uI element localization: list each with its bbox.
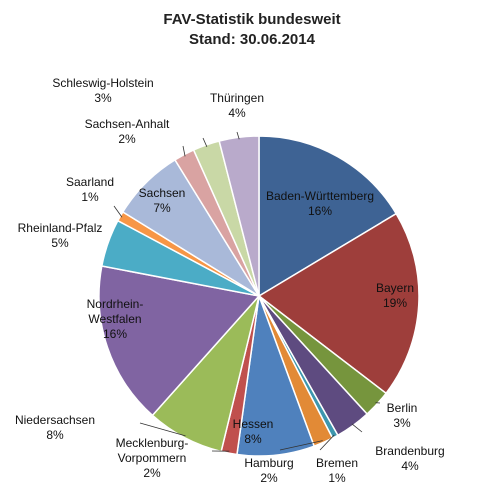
slice-label-bremen: Bremen 1%	[316, 456, 358, 485]
slice-label-hamburg: Hamburg 2%	[244, 456, 293, 485]
slice-label-rheinland-pfalz: Rheinland-Pfalz 5%	[18, 221, 103, 250]
leader-line-brandenburg	[352, 424, 362, 432]
leader-line-saarland	[114, 206, 122, 217]
slice-label-schleswig-holstein: Schleswig-Holstein 3%	[52, 76, 153, 105]
slice-label-niedersachsen: Niedersachsen 8%	[15, 413, 95, 442]
slice-label-berlin: Berlin 3%	[387, 401, 418, 430]
slice-label-saarland: Saarland 1%	[66, 175, 114, 204]
slice-label-sachsen-anhalt: Sachsen-Anhalt 2%	[85, 117, 170, 146]
slice-label-thueringen: Thüringen 4%	[210, 91, 264, 120]
slice-label-brandenburg: Brandenburg 4%	[375, 444, 444, 473]
slice-label-mecklenburg-vorpommern: Mecklenburg-Vorpommern 2%	[116, 436, 189, 480]
